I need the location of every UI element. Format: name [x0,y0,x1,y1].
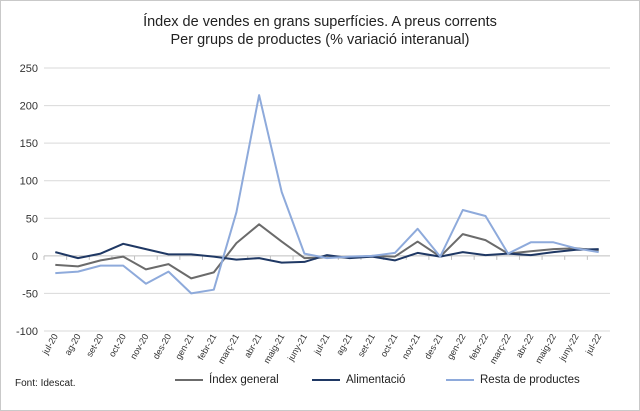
x-tick-label: oct-21 [378,332,399,359]
legend-swatch-general [175,379,203,381]
chart-title-line-2: Per grups de productes (% variació inter… [170,32,470,48]
y-tick-label: -100 [16,326,38,338]
y-tick-label: 0 [32,251,38,263]
series-line-3 [55,94,599,295]
legend-swatch-alimentacio [312,379,340,381]
y-tick-label: 200 [20,101,38,113]
legend-item-resta: Resta de productes [446,374,580,386]
x-tick-label: maig-22 [533,332,558,365]
x-tick-label: jul-22 [583,332,603,357]
legend-label-general: Índex general [209,374,279,386]
x-tick-label: des-20 [151,332,173,361]
chart-title-line-1: Índex de vendes en grans superfícies. A … [143,14,497,30]
x-tick-label: abr-21 [242,332,264,360]
y-tick-label: -50 [22,288,38,300]
x-tick-label: nov-20 [128,332,150,361]
x-tick-label: febr-22 [467,332,490,362]
legend-label-resta: Resta de productes [480,374,580,386]
legend-swatch-resta [446,379,474,381]
x-tick-label: jul-20 [40,332,60,357]
x-tick-label: març-21 [216,332,241,366]
y-tick-label: 250 [20,63,38,75]
source-note: Font: Idescat. [15,378,76,389]
x-tick-label: maig-21 [262,332,287,365]
x-tick-label: jul-21 [312,332,332,357]
y-tick-label: 50 [26,213,38,225]
x-tick-label: ag-20 [63,332,83,357]
x-tick-label: juny-21 [285,332,309,363]
x-tick-label: set-21 [356,332,377,359]
chart-title: Índex de vendes en grans superfícies. A … [0,13,640,49]
legend-label-alimentacio: Alimentació [346,374,406,386]
x-tick-label: des-21 [423,332,445,361]
x-tick-label: abr-22 [514,332,536,360]
legend-item-general: Índex general [175,374,279,386]
x-tick-label: ag-21 [334,332,354,357]
x-tick-label: oct-20 [107,332,128,359]
x-tick-label: febr-21 [196,332,219,362]
x-tick-label: nov-21 [400,332,422,361]
x-tick-label: set-20 [84,332,105,359]
x-tick-label: març-22 [488,332,513,366]
legend-item-alimentacio: Alimentació [312,374,405,386]
x-tick-label: gen-21 [173,332,196,361]
y-tick-label: 150 [20,138,38,150]
series-line-1 [55,223,599,280]
y-tick-label: 100 [20,176,38,188]
series-line-2 [55,242,599,264]
x-tick-label: juny-22 [557,332,581,363]
x-tick-label: gen-22 [445,332,468,361]
